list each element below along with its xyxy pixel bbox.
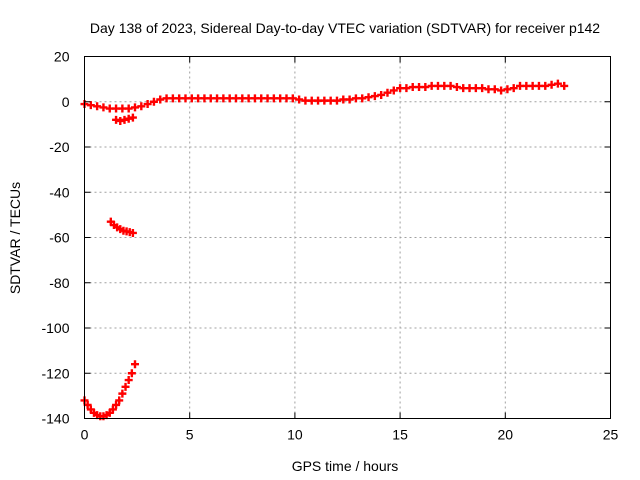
y-tick-label: 0 <box>62 94 70 110</box>
arc-segment-point <box>128 228 137 237</box>
x-tick-label: 15 <box>392 427 408 443</box>
x-axis-label: GPS time / hours <box>292 458 399 474</box>
main-trace-point <box>143 100 152 109</box>
x-tick-label: 20 <box>498 427 514 443</box>
dip-segment-point <box>128 113 137 122</box>
bottom-curve-point <box>112 400 121 409</box>
y-tick-label: -60 <box>49 230 69 246</box>
bottom-curve-point <box>127 369 136 378</box>
y-tick-label: -40 <box>49 184 69 200</box>
main-trace-point <box>149 97 158 106</box>
series-2 <box>112 113 137 125</box>
bottom-curve-point <box>108 405 117 414</box>
y-tick-label: -120 <box>41 365 69 381</box>
series-1 <box>80 79 569 113</box>
main-trace-point <box>383 88 392 97</box>
x-tick-label: 25 <box>603 427 619 443</box>
main-trace-point <box>389 86 398 95</box>
axis-ticks: 0 5 10 15 20 25 20 0 -20 -40 -60 -80 -100 -120 -140 <box>41 49 618 443</box>
y-tick-label: -140 <box>41 411 69 427</box>
y-tick-label: -100 <box>41 320 69 336</box>
main-trace-point <box>560 81 569 90</box>
bottom-curve-point <box>118 389 127 398</box>
y-tick-label: -20 <box>49 139 69 155</box>
bottom-curve-point <box>130 360 139 369</box>
x-tick-label: 0 <box>81 427 89 443</box>
bottom-curve-point <box>115 396 124 405</box>
data-points <box>80 79 569 421</box>
x-tick-label: 5 <box>186 427 194 443</box>
y-tick-label: 20 <box>54 49 70 65</box>
x-tick-label: 10 <box>287 427 303 443</box>
y-tick-label: -80 <box>49 275 69 291</box>
series-3 <box>106 217 137 237</box>
main-trace-point <box>137 102 146 111</box>
bottom-curve-point <box>124 376 133 385</box>
chart-title: Day 138 of 2023, Sidereal Day-to-day VTE… <box>90 20 600 36</box>
grid-lines <box>84 56 611 419</box>
bottom-curve-point <box>121 382 130 391</box>
main-trace-point <box>553 79 562 88</box>
main-trace-point <box>377 90 386 99</box>
y-axis-label: SDTVAR / TECUs <box>7 182 23 294</box>
main-trace-point <box>509 84 518 93</box>
